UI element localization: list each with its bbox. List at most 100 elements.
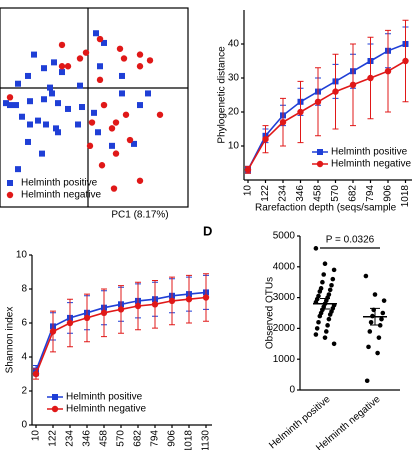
x-tick-label: 906 bbox=[167, 430, 178, 447]
dot bbox=[320, 279, 325, 285]
point bbox=[3, 100, 9, 107]
y-axis-label: Shannon index bbox=[5, 307, 16, 374]
point bbox=[131, 140, 137, 147]
point bbox=[25, 72, 31, 79]
point bbox=[31, 51, 37, 58]
legend-label: Helminth negative bbox=[66, 404, 146, 415]
point bbox=[97, 63, 103, 70]
legend-marker bbox=[6, 191, 14, 199]
dot bbox=[316, 319, 321, 325]
point bbox=[58, 41, 66, 49]
pca-frame bbox=[0, 7, 189, 208]
dot bbox=[322, 261, 328, 267]
annotation: P = 0.0326 bbox=[326, 235, 375, 246]
point bbox=[112, 150, 120, 157]
point bbox=[19, 113, 25, 120]
x-axis-label: PC1 (8.17%) bbox=[111, 210, 168, 221]
point bbox=[35, 117, 41, 124]
point bbox=[168, 297, 176, 305]
x-tick-label: 234 bbox=[278, 185, 289, 202]
point bbox=[98, 162, 106, 169]
x-tick-label: 346 bbox=[82, 430, 93, 447]
point bbox=[51, 59, 57, 66]
point bbox=[262, 136, 269, 143]
point bbox=[116, 45, 124, 52]
dot bbox=[329, 282, 334, 288]
y-tick-label: 2000 bbox=[273, 323, 296, 334]
point bbox=[25, 138, 31, 145]
point bbox=[75, 121, 81, 128]
point bbox=[86, 142, 94, 150]
point bbox=[314, 98, 322, 106]
point bbox=[49, 328, 57, 335]
x-tick-label: 570 bbox=[116, 430, 127, 447]
x-tick-label: 794 bbox=[365, 185, 376, 202]
y-tick-label: 4 bbox=[21, 352, 27, 363]
point bbox=[39, 150, 45, 157]
point bbox=[367, 74, 374, 82]
dot bbox=[327, 312, 333, 317]
x-tick-label: 122 bbox=[260, 185, 271, 202]
point bbox=[55, 100, 61, 107]
point bbox=[76, 55, 84, 62]
dot bbox=[367, 329, 373, 334]
point bbox=[91, 109, 97, 116]
point bbox=[110, 185, 118, 192]
point bbox=[55, 129, 61, 136]
point bbox=[6, 94, 14, 101]
y-tick-label: 10 bbox=[16, 250, 28, 261]
x-tick-label: 234 bbox=[65, 430, 76, 447]
dot bbox=[364, 378, 370, 384]
point bbox=[119, 90, 125, 97]
point bbox=[13, 102, 19, 109]
point bbox=[117, 306, 125, 313]
dot bbox=[380, 310, 386, 316]
sem-bar bbox=[370, 307, 380, 326]
point bbox=[101, 39, 107, 46]
dot bbox=[313, 332, 319, 337]
dot bbox=[368, 319, 374, 325]
dot bbox=[363, 273, 369, 279]
point bbox=[15, 80, 21, 87]
point bbox=[402, 57, 409, 65]
x-axis-label: Rarefaction depth (seqs/sample bbox=[255, 203, 397, 214]
dot bbox=[379, 316, 384, 322]
point bbox=[297, 108, 304, 116]
point bbox=[41, 65, 47, 72]
dot bbox=[325, 323, 330, 328]
dot bbox=[326, 316, 332, 322]
dot bbox=[376, 335, 382, 340]
x-tick-label: 794 bbox=[150, 430, 161, 447]
dot bbox=[321, 272, 327, 277]
point bbox=[349, 81, 357, 89]
x-tick-label: 570 bbox=[330, 185, 341, 202]
x-tick-label: 682 bbox=[133, 430, 144, 447]
point bbox=[83, 314, 91, 322]
x-tick-label: 346 bbox=[295, 185, 306, 202]
y-tick-label: 6 bbox=[21, 318, 27, 329]
point bbox=[77, 82, 83, 89]
point bbox=[100, 101, 108, 109]
x-tick-label: 906 bbox=[383, 185, 394, 202]
point bbox=[58, 63, 66, 70]
panel-label: D bbox=[203, 223, 212, 238]
point bbox=[53, 125, 59, 132]
pca-box bbox=[0, 7, 189, 208]
point bbox=[134, 302, 142, 310]
x-tick-label: 122 bbox=[48, 430, 59, 447]
point bbox=[15, 166, 21, 173]
point bbox=[146, 57, 154, 64]
series-line bbox=[247, 60, 406, 171]
point bbox=[47, 84, 53, 91]
y-tick-label: 40 bbox=[228, 39, 240, 50]
point bbox=[96, 35, 104, 43]
y-tick-label: 1000 bbox=[273, 354, 296, 365]
dot bbox=[331, 341, 337, 347]
legend-marker bbox=[7, 180, 13, 186]
x-tick-label: 1130 bbox=[201, 430, 212, 450]
point bbox=[108, 125, 116, 132]
point bbox=[43, 121, 49, 128]
dot bbox=[327, 287, 333, 293]
point bbox=[64, 63, 72, 70]
point bbox=[244, 166, 252, 173]
